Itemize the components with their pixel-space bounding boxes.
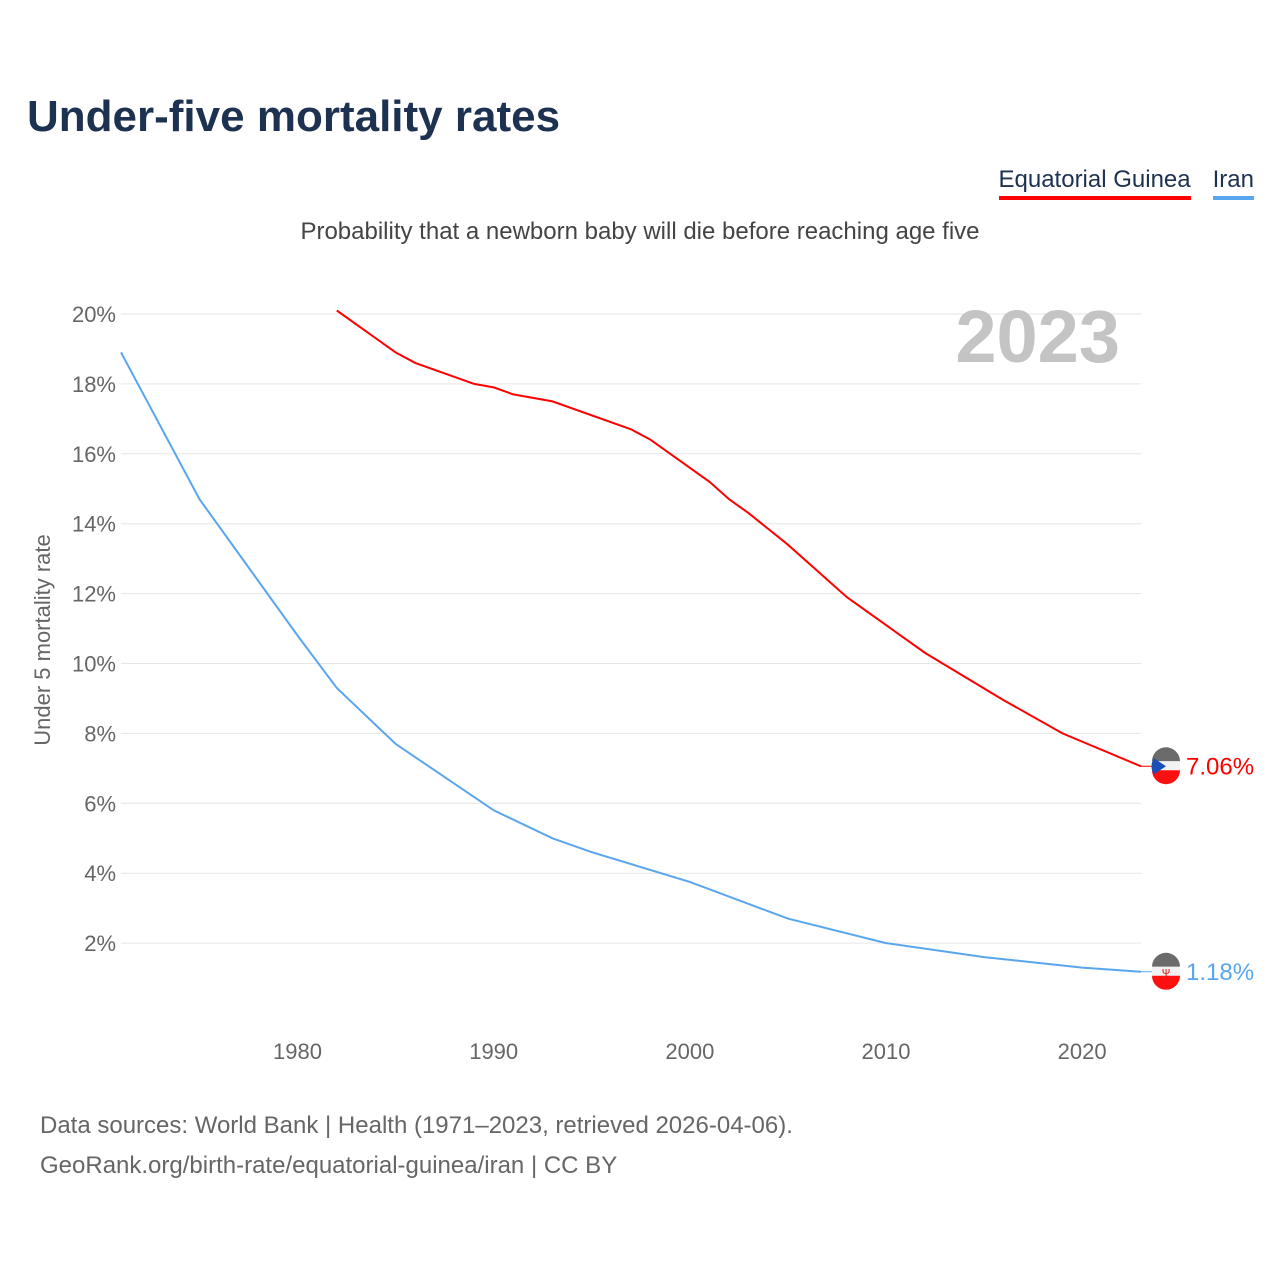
x-tick-label: 1980 xyxy=(273,1039,322,1064)
flag-stripe xyxy=(1152,966,1180,976)
source-note: Data sources: World Bank | Health (1971–… xyxy=(40,1106,793,1186)
end-value-label: 7.06% xyxy=(1186,753,1254,780)
y-tick-label: 12% xyxy=(72,582,116,607)
legend-iran[interactable]: Iran xyxy=(1212,166,1254,200)
year-label: 2023 xyxy=(955,295,1120,378)
y-tick-label: 20% xyxy=(72,302,116,327)
flag-equatorial-guinea-icon xyxy=(1152,747,1181,762)
x-tick-label: 2020 xyxy=(1058,1039,1107,1064)
flag-stripe xyxy=(1152,761,1180,771)
legend-equatorial-guinea[interactable]: Equatorial Guinea xyxy=(998,166,1191,200)
y-tick-label: 6% xyxy=(84,791,116,816)
y-tick-label: 4% xyxy=(84,861,116,886)
flag-stripe xyxy=(1152,975,1180,990)
y-tick-label: 14% xyxy=(72,512,116,537)
chart-title: Under-five mortality rates xyxy=(27,92,561,141)
series-line-equatorial-guinea xyxy=(336,309,1142,768)
y-tick-label: 8% xyxy=(84,721,116,746)
flag-iran-icon xyxy=(1152,952,1181,967)
series-line-iran xyxy=(120,351,1142,973)
y-tick-label: 16% xyxy=(72,442,116,467)
source-line-1: Data sources: World Bank | Health (1971–… xyxy=(40,1112,793,1139)
x-tick-label: 2010 xyxy=(862,1039,911,1064)
x-tick-label: 2000 xyxy=(665,1039,714,1064)
y-axis-label: Under 5 mortality rate xyxy=(30,534,55,746)
flag-triangle xyxy=(1151,758,1166,775)
legend: Equatorial Guinea Iran xyxy=(998,166,1254,200)
x-tick-label: 1990 xyxy=(469,1039,518,1064)
source-line-2: GeoRank.org/birth-rate/equatorial-guinea… xyxy=(40,1152,618,1179)
y-tick-label: 2% xyxy=(84,931,116,956)
chart-subtitle: Probability that a newborn baby will die… xyxy=(300,218,980,245)
end-value-label: 1.18% xyxy=(1186,959,1254,986)
y-tick-label: 18% xyxy=(72,372,116,397)
flag-stripe xyxy=(1152,770,1180,785)
y-tick-label: 10% xyxy=(72,652,116,677)
flag-emblem: Ψ xyxy=(1162,968,1170,979)
